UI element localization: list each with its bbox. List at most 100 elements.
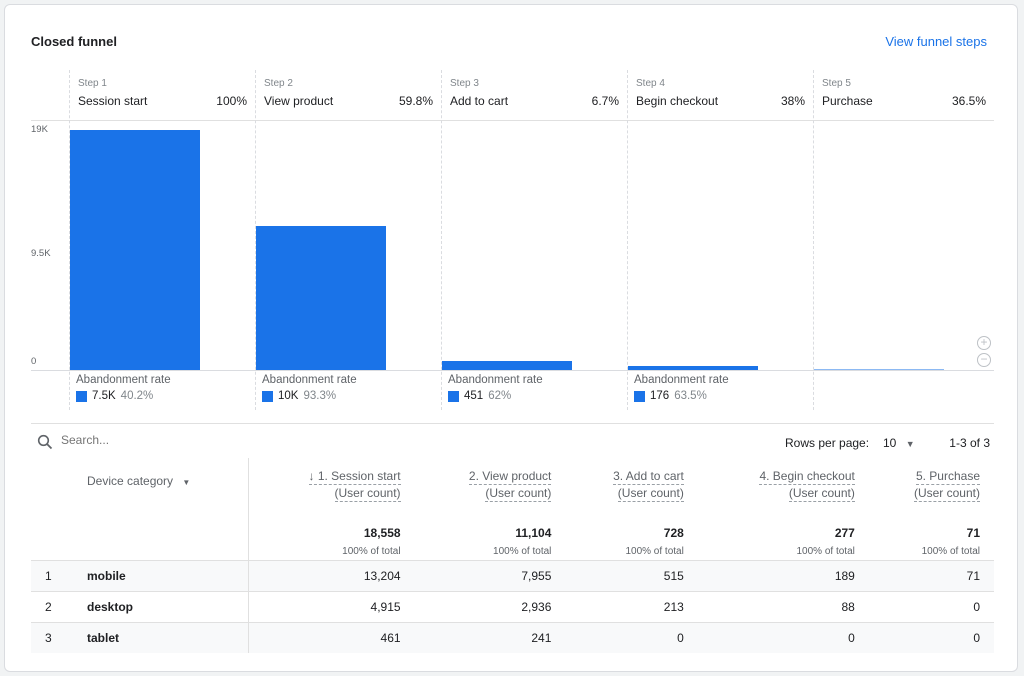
total-cell: 728 100% of total (565, 518, 697, 560)
header-label: 2. View product (468, 469, 552, 485)
view-funnel-steps-link[interactable]: View funnel steps (885, 34, 987, 49)
row-number: 1 (45, 568, 52, 583)
zoom-in-icon[interactable]: + (977, 336, 991, 350)
abandonment-value: 176 63.5% (634, 390, 707, 402)
zoom-out-icon[interactable]: − (977, 353, 991, 367)
column-header[interactable]: 2. View product (User count) (415, 458, 566, 518)
step-number: Step 5 (822, 78, 851, 89)
total-sub: 100% of total (342, 546, 401, 557)
legend-swatch (262, 390, 273, 402)
abandon-count: 10K (278, 390, 299, 402)
header-label: 4. Begin checkout (759, 469, 855, 485)
abandonment-label: Abandonment rate (262, 374, 357, 386)
value-cell: 2,936 (414, 590, 566, 622)
funnel-bar[interactable] (628, 366, 758, 370)
value-cell: 88 (697, 590, 869, 622)
header-sub: (User count) (334, 486, 401, 502)
table-row[interactable]: 2 desktop 4,915 2,936 213 88 0 (31, 590, 994, 622)
column-header[interactable]: 5. Purchase (User count) (869, 458, 994, 518)
total-sub: 100% of total (796, 546, 855, 557)
pagination-info: 1-3 of 3 (949, 436, 990, 450)
y-tick: 0 (31, 356, 37, 367)
total-sub: 100% of total (921, 546, 980, 557)
rows-per-page-value: 10 (883, 436, 897, 450)
step-name: Add to cart (450, 94, 509, 108)
abandon-percent: 63.5% (674, 390, 707, 402)
total-value: 18,558 (363, 526, 401, 540)
abandonment-label: Abandonment rate (634, 374, 729, 386)
funnel-table: Device category ▼ ↓ 1. Session start (Use… (31, 458, 994, 653)
funnel-step-1[interactable]: Step 1 Session start 100% Abandonment rat… (69, 70, 255, 410)
rows-per-page-label: Rows per page: (785, 436, 870, 450)
header-label: 3. Add to cart (613, 469, 684, 485)
device-name: tablet (87, 630, 120, 645)
legend-swatch (634, 390, 645, 402)
header-divider (31, 120, 994, 121)
abandon-count: 176 (650, 390, 670, 402)
value-cell: 0 (697, 621, 869, 653)
value-cell: 0 (868, 590, 994, 622)
funnel-bar[interactable] (70, 130, 200, 370)
legend-swatch (76, 390, 87, 402)
table-toolbar: Rows per page: 10 ▼ 1-3 of 3 (31, 423, 994, 459)
total-cell: 18,558 100% of total (247, 518, 415, 560)
step-percent: 38% (780, 94, 805, 108)
header-label: ↓ 1. Session start (308, 469, 401, 485)
value-cell: 461 (247, 621, 415, 653)
header-label: Device category (87, 474, 174, 488)
total-cell: 71 100% of total (869, 518, 994, 560)
abandonment-value: 451 62% (448, 390, 511, 402)
row-label-cell: 2 desktop (31, 590, 248, 622)
step-number: Step 2 (264, 78, 293, 89)
column-header[interactable]: 3. Add to cart (User count) (565, 458, 697, 518)
step-number: Step 3 (450, 78, 479, 89)
funnel-bar[interactable] (256, 226, 386, 370)
totals-spacer (31, 518, 248, 560)
total-cell: 11,104 100% of total (415, 518, 566, 560)
card-title: Closed funnel (31, 34, 117, 49)
value-cell: 189 (697, 559, 869, 591)
y-tick: 9.5K (31, 248, 51, 259)
total-cell: 277 100% of total (698, 518, 869, 560)
column-header[interactable]: ↓ 1. Session start (User count) (247, 458, 415, 518)
device-name: desktop (87, 599, 134, 614)
dropdown-arrow-icon: ▼ (905, 439, 915, 449)
value-cell: 241 (414, 621, 566, 653)
funnel-step-3[interactable]: Step 3 Add to cart 6.7% Abandonment rate … (441, 70, 627, 410)
header-sub: (User count) (617, 486, 684, 502)
value-cell: 71 (868, 559, 994, 591)
funnel-step-2[interactable]: Step 2 View product 59.8% Abandonment rat… (255, 70, 441, 410)
row-label-cell: 3 tablet (31, 621, 248, 653)
funnel-bar[interactable] (442, 360, 572, 370)
abandonment-label: Abandonment rate (448, 374, 543, 386)
column-header[interactable]: 4. Begin checkout (User count) (698, 458, 869, 518)
table-row[interactable]: 1 mobile 13,204 7,955 515 189 71 (31, 559, 994, 591)
funnel-step-4[interactable]: Step 4 Begin checkout 38% Abandonment rat… (627, 70, 813, 410)
funnel-bar[interactable] (814, 369, 944, 370)
table-row[interactable]: 3 tablet 461 241 0 0 0 (31, 621, 994, 653)
abandon-count: 451 (464, 390, 484, 402)
device-category-header[interactable]: Device category ▼ (31, 458, 248, 518)
step-name: Session start (78, 94, 148, 108)
value-cell: 7,955 (414, 559, 566, 591)
rows-per-page-select[interactable]: 10 ▼ (883, 436, 915, 450)
value-cell: 4,915 (247, 590, 415, 622)
step-name: View product (264, 94, 334, 108)
step-number: Step 1 (78, 78, 107, 89)
step-percent: 6.7% (591, 94, 619, 108)
search-icon (37, 434, 53, 450)
step-name: Purchase (822, 94, 873, 108)
total-value: 11,104 (515, 526, 552, 540)
search-input[interactable] (61, 433, 261, 447)
header-sub: (User count) (485, 486, 552, 502)
abandonment-value: 10K 93.3% (262, 390, 336, 402)
funnel-step-5[interactable]: Step 5 Purchase 36.5% (813, 70, 994, 410)
funnel-chart: 19K 9.5K 0 + − Step 1 Session start 100%… (31, 70, 994, 410)
row-number: 2 (45, 599, 52, 614)
abandonment-label: Abandonment rate (76, 374, 171, 386)
step-percent: 100% (216, 94, 247, 108)
abandon-percent: 93.3% (303, 390, 337, 402)
total-value: 71 (966, 526, 980, 540)
abandon-percent: 40.2% (120, 390, 154, 402)
total-sub: 100% of total (493, 546, 552, 557)
